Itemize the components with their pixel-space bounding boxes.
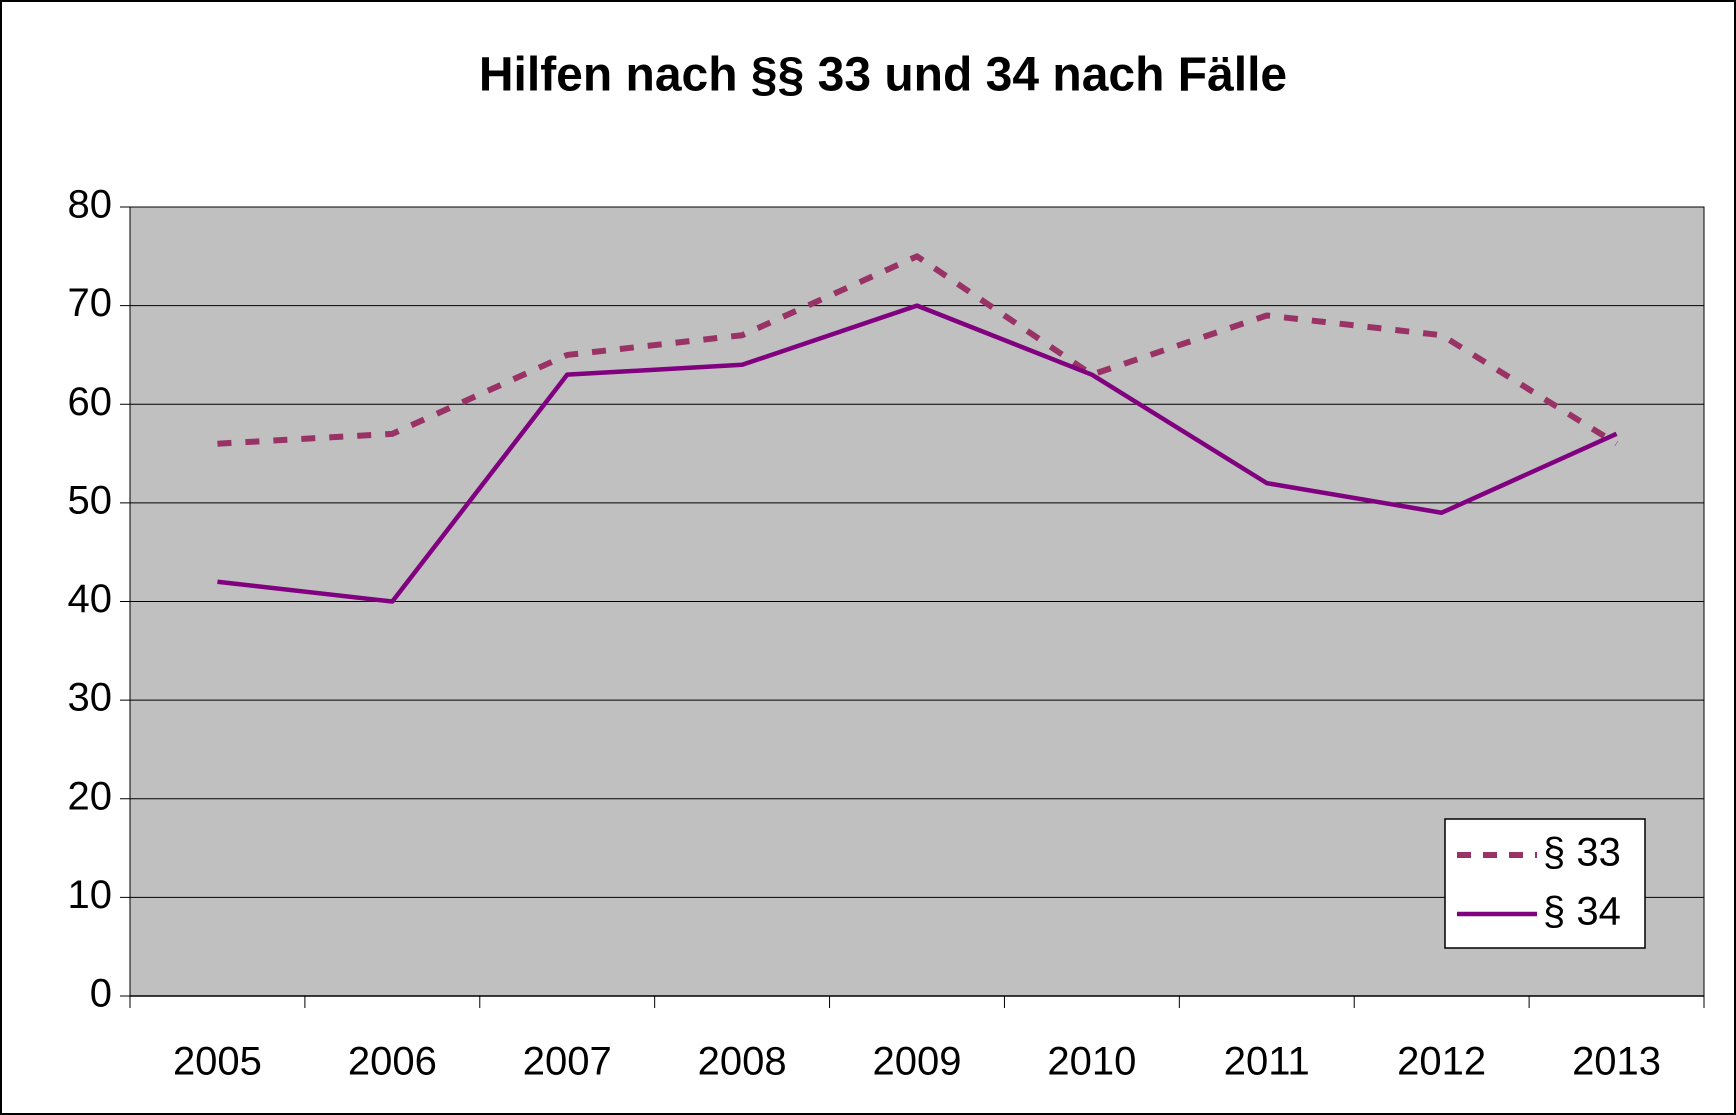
y-tick-label: 70 bbox=[68, 281, 113, 325]
y-tick-label: 60 bbox=[68, 380, 113, 424]
y-tick-label: 30 bbox=[68, 676, 113, 720]
y-tick-label: 50 bbox=[68, 478, 113, 522]
x-tick-label: 2008 bbox=[698, 1040, 787, 1084]
legend-label: § 33 bbox=[1543, 831, 1621, 875]
y-tick-label: 0 bbox=[90, 972, 112, 1016]
x-tick-label: 2005 bbox=[173, 1040, 262, 1084]
x-tick-label: 2006 bbox=[348, 1040, 437, 1084]
y-tick-label: 20 bbox=[68, 774, 113, 818]
legend-label: § 34 bbox=[1543, 890, 1621, 934]
x-tick-label: 2013 bbox=[1572, 1040, 1661, 1084]
series-line bbox=[217, 253, 1619, 447]
y-tick-label: 10 bbox=[68, 873, 113, 917]
y-tick-label: 80 bbox=[68, 183, 113, 227]
x-tick-label: 2011 bbox=[1224, 1040, 1310, 1084]
series-line bbox=[217, 303, 1618, 604]
x-tick-label: 2007 bbox=[523, 1040, 612, 1084]
x-tick-label: 2010 bbox=[1047, 1040, 1136, 1084]
legend-box bbox=[1444, 818, 1646, 949]
y-tick-label: 40 bbox=[68, 577, 113, 621]
chart-title: Hilfen nach §§ 33 und 34 nach Fälle bbox=[479, 49, 1287, 102]
x-tick-label: 2009 bbox=[873, 1040, 962, 1084]
x-tick-label: 2012 bbox=[1397, 1040, 1486, 1084]
